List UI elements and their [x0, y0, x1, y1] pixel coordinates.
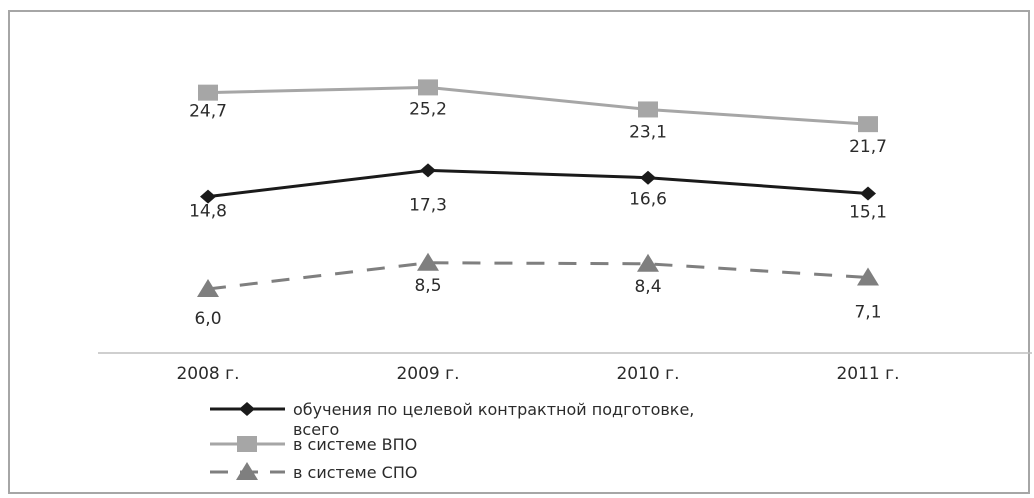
x-tick-label: 2011 г. — [836, 364, 899, 384]
data-label: 7,1 — [854, 302, 881, 322]
data-point-triangle — [417, 252, 439, 271]
x-tick-label: 2010 г. — [616, 364, 679, 384]
data-label: 25,2 — [409, 99, 447, 119]
data-label: 8,4 — [634, 277, 661, 297]
data-label: 15,1 — [849, 202, 887, 222]
series-layer: 14,8 17,3 16,6 15,1 24,7 25,2 23,1 21,7 6,0 8,5 8,… — [189, 79, 887, 329]
series-line — [207, 168, 869, 199]
data-point-diamond — [860, 186, 876, 201]
x-axis: 2008 г. 2009 г. 2010 г. 2011 г. — [98, 352, 1032, 384]
series-2: 6,0 8,5 8,4 7,1 — [194, 252, 882, 329]
chart-frame: 2008 г. 2009 г. 2010 г. 2011 г. 14,8 17,3 16,… — [8, 10, 1032, 494]
data-point-square — [418, 79, 438, 96]
data-point-triangle — [857, 267, 879, 286]
data-label: 24,7 — [189, 102, 227, 122]
legend-item: обучения по целевой контрактной подготов… — [210, 400, 694, 439]
legend-marker-triangle — [236, 462, 258, 480]
legend-label: в системе СПО — [293, 463, 417, 482]
legend-label: обучения по целевой контрактной подготов… — [293, 400, 694, 419]
legend-label: в системе ВПО — [293, 435, 417, 454]
x-tick-label: 2009 г. — [396, 364, 459, 384]
data-point-diamond — [640, 170, 656, 185]
x-tick-label: 2008 г. — [176, 364, 239, 384]
series-line — [207, 85, 869, 126]
legend-label: всего — [293, 420, 339, 439]
legend-item: в системе СПО — [210, 462, 417, 482]
data-label: 17,3 — [409, 195, 447, 215]
legend-marker-diamond — [239, 402, 255, 416]
data-label: 8,5 — [414, 276, 441, 296]
legend-marker-square — [237, 436, 257, 452]
series-line — [207, 261, 869, 291]
data-point-square — [198, 84, 218, 101]
series-0: 14,8 17,3 16,6 15,1 — [189, 163, 887, 222]
data-label: 6,0 — [194, 309, 221, 329]
data-point-square — [858, 116, 878, 133]
data-label: 14,8 — [189, 202, 227, 222]
data-point-triangle — [197, 279, 219, 297]
data-label: 23,1 — [629, 122, 667, 142]
legend: обучения по целевой контрактной подготов… — [210, 400, 694, 482]
data-point-square — [638, 101, 658, 118]
data-point-diamond — [200, 189, 216, 204]
legend-item: в системе ВПО — [210, 435, 417, 454]
line-chart: 2008 г. 2009 г. 2010 г. 2011 г. 14,8 17,3 16,… — [98, 79, 1032, 482]
data-point-triangle — [637, 253, 659, 272]
series-1: 24,7 25,2 23,1 21,7 — [189, 79, 887, 157]
data-label: 16,6 — [629, 190, 667, 210]
data-point-diamond — [420, 163, 436, 178]
data-label: 21,7 — [849, 137, 887, 157]
